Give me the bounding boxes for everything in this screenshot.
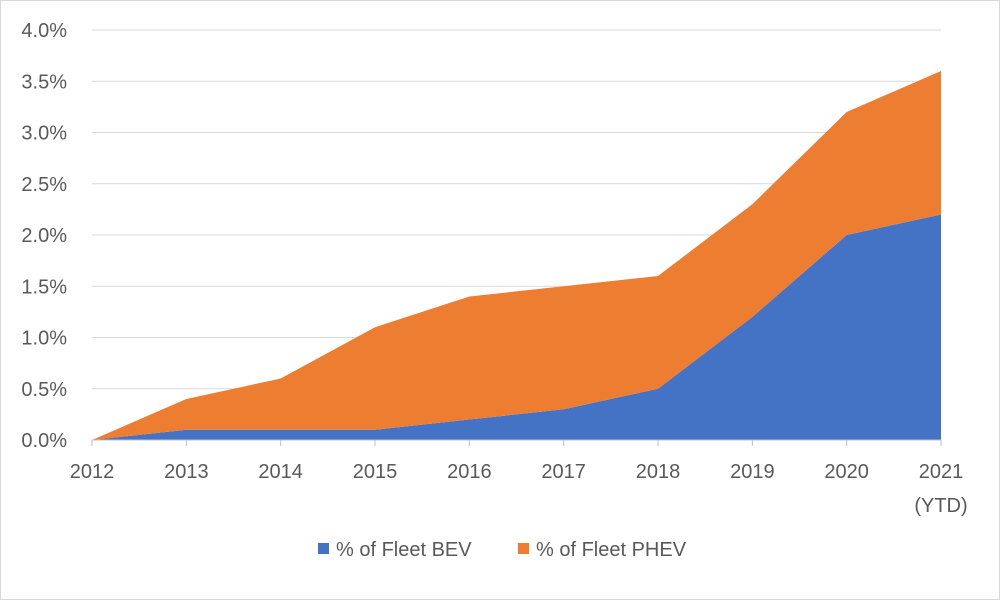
y-tick-label: 3.5%: [21, 71, 67, 93]
area-series-phev: [92, 71, 941, 440]
y-tick-label: 4.0%: [21, 20, 67, 42]
y-tick-label: 2.0%: [21, 225, 67, 247]
legend-item-bev: % of Fleet BEV: [318, 539, 472, 561]
y-tick-label: 3.0%: [21, 123, 67, 145]
legend-label: % of Fleet BEV: [336, 539, 472, 561]
x-tick-label: 2018: [636, 461, 681, 483]
x-tick-label: 2013: [164, 461, 209, 483]
legend-item-phev: % of Fleet PHEV: [518, 539, 687, 561]
area-series: [92, 71, 941, 440]
legend: % of Fleet BEV % of Fleet PHEV: [318, 539, 687, 561]
legend-swatch: [518, 543, 529, 554]
x-tick-label: 2021: [919, 461, 964, 483]
y-tick-label: 0.0%: [21, 430, 67, 452]
x-tick-label: 2019: [730, 461, 775, 483]
x-tick-label: 2016: [447, 461, 492, 483]
area-series-bev: [92, 214, 941, 440]
x-tick-label: 2015: [353, 461, 398, 483]
y-tick-label: 2.5%: [21, 174, 67, 196]
legend-swatch: [318, 543, 329, 554]
x-tick-label: 2014: [258, 461, 303, 483]
x-tick-label: 2012: [70, 461, 115, 483]
y-axis-tick-labels: 0.0% 0.5% 1.0% 1.5% 2.0% 2.5% 3.0% 3.5% 4.0%: [21, 20, 67, 452]
x-tick-sublabel: (YTD): [914, 495, 967, 517]
y-tick-label: 1.5%: [21, 276, 67, 298]
x-tick-label: 2017: [541, 461, 586, 483]
y-tick-label: 0.5%: [21, 379, 67, 401]
x-axis-tick-labels: 2012 2013 2014 2015 2016 2017 2018 2019 2020 2021…: [70, 461, 968, 517]
y-tick-label: 1.0%: [21, 328, 67, 350]
legend-label: % of Fleet PHEV: [536, 539, 687, 561]
x-tick-label: 2020: [824, 461, 869, 483]
axes: [91, 439, 942, 446]
